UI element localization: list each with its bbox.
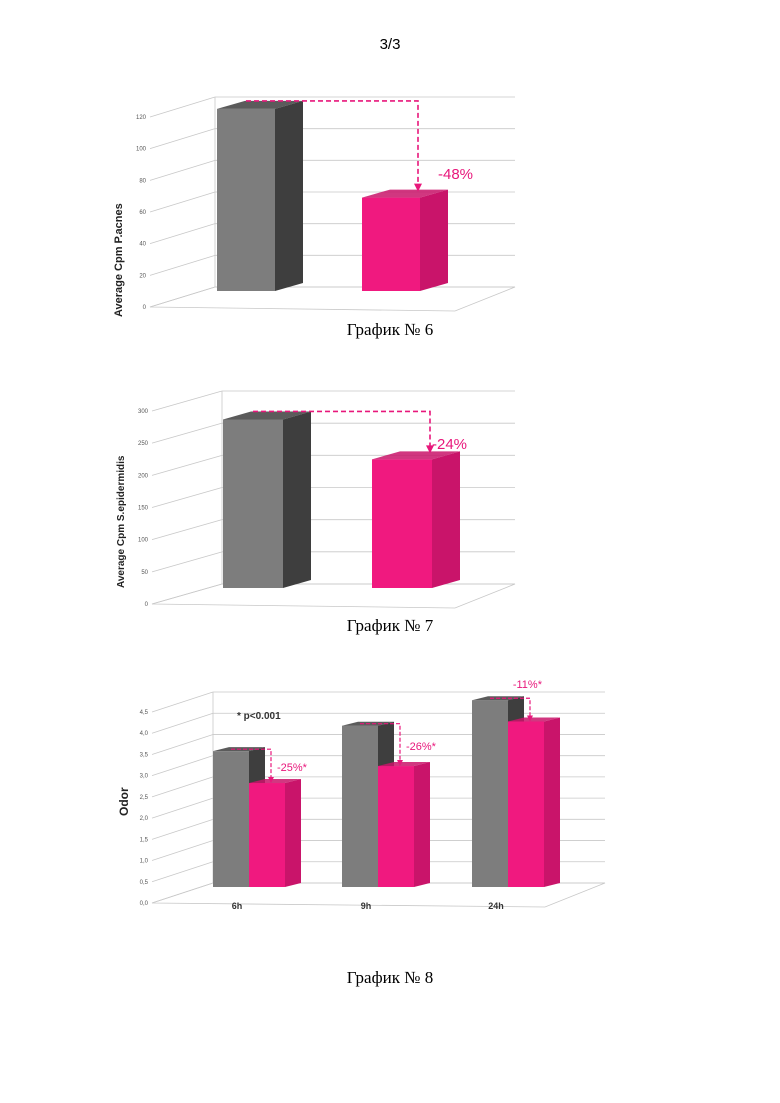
y-tick-label: 250 — [138, 441, 149, 447]
y-tick-label: 0 — [145, 602, 149, 608]
chart-6: 0 20 40 60 80 100 120 Average Cpm P.acnes -48% — [0, 95, 780, 315]
gridline — [152, 841, 213, 861]
y-tick-label: 150 — [138, 506, 149, 512]
y-tick-label: 0 — [143, 305, 147, 311]
x-category-label: 6h — [232, 901, 243, 911]
y-tick-label: 100 — [138, 538, 149, 544]
gridline — [152, 798, 213, 818]
y-tick-label: 1,5 — [140, 837, 149, 843]
grid — [152, 391, 515, 608]
treated-bar-front — [249, 783, 285, 887]
bars — [223, 411, 460, 588]
x-category-label: 24h — [488, 901, 504, 911]
treated-bar-front — [378, 766, 414, 887]
y-tick-label: 4,5 — [140, 710, 149, 716]
control-bar-side — [283, 411, 311, 588]
y-tick-label: 100 — [136, 147, 147, 153]
floor — [150, 287, 515, 311]
y-axis-label: Average Cpm P.acnes — [113, 203, 125, 317]
y-tick-label: 0,5 — [140, 880, 149, 886]
gridline — [150, 97, 215, 117]
treated-bar-side — [432, 451, 460, 588]
y-tick-label: 3,0 — [140, 774, 149, 780]
caption-chart-6: График № 6 — [0, 320, 780, 340]
y-tick-label: 80 — [139, 178, 146, 184]
gridline — [150, 192, 215, 212]
y-tick-label: 50 — [141, 570, 148, 576]
treated-bar-side — [285, 779, 301, 887]
x-category-label: 9h — [361, 901, 372, 911]
y-tick-label: 0,0 — [140, 901, 149, 907]
y-tick-label: 2,5 — [140, 795, 149, 801]
control-bar-side — [275, 101, 303, 291]
gridline — [150, 160, 215, 180]
gridline — [152, 552, 222, 572]
chart-8: 0,0 0,5 1,0 1,5 2,0 2,5 3,0 3,5 4,0 4,5 Odor * p<… — [0, 678, 780, 938]
y-tick-label: 1,0 — [140, 859, 149, 865]
significance-note: * p<0.001 — [237, 711, 281, 722]
grid — [150, 97, 515, 311]
gridline — [150, 224, 215, 244]
control-bar-front — [342, 726, 378, 887]
y-tick-label: 4,0 — [140, 731, 149, 737]
treated-bar-side — [414, 762, 430, 887]
y-tick-label: 60 — [139, 210, 146, 216]
gridline — [152, 734, 213, 754]
gridline — [152, 819, 213, 839]
gridline — [152, 692, 213, 712]
gridline — [152, 488, 222, 508]
treated-bar-side — [420, 190, 448, 291]
y-ticks: 0,0 0,5 1,0 1,5 2,0 2,5 3,0 3,5 4,0 4,5 — [140, 710, 149, 907]
y-tick-label: 20 — [139, 273, 146, 279]
gridline — [150, 255, 215, 275]
gridline — [152, 862, 213, 882]
bars — [213, 696, 560, 887]
caption-chart-8: График № 8 — [0, 968, 780, 988]
gridline — [150, 129, 215, 149]
change-annotation: -25%* — [277, 762, 308, 774]
gridline — [152, 455, 222, 475]
y-tick-label: 2,0 — [140, 816, 149, 822]
y-ticks: 0 50 100 150 200 250 300 — [138, 409, 149, 608]
treated-bar-side — [544, 717, 560, 887]
bars — [217, 101, 448, 291]
treated-bar-front — [508, 721, 544, 887]
gridline — [152, 777, 213, 797]
y-tick-label: 200 — [138, 473, 149, 479]
control-bar-front — [213, 751, 249, 887]
treated-bar-front — [372, 459, 432, 588]
y-tick-label: 120 — [136, 115, 147, 121]
gridline — [152, 713, 213, 733]
gridline — [152, 756, 213, 776]
y-axis-label: Odor — [117, 787, 131, 816]
floor — [152, 584, 515, 608]
chart-7: 0 50 100 150 200 250 300 Average Cpm S.epiderm… — [0, 392, 780, 612]
treated-bar-front — [362, 198, 420, 291]
y-ticks: 0 20 40 60 80 100 120 — [136, 115, 147, 311]
control-bar-front — [217, 109, 275, 291]
y-axis-label: Average Cpm S.epidermidis — [116, 455, 127, 588]
gridline — [152, 391, 222, 411]
control-bar-front — [223, 419, 283, 588]
gridline — [152, 423, 222, 443]
change-annotation: -24% — [432, 436, 467, 453]
control-bar-front — [472, 700, 508, 887]
change-annotation: -26%* — [406, 741, 437, 753]
y-tick-label: 300 — [138, 409, 149, 415]
caption-chart-7: График № 7 — [0, 616, 780, 636]
y-tick-label: 40 — [139, 242, 146, 248]
change-annotation: -11%* — [513, 679, 543, 691]
change-annotation: -48% — [438, 166, 473, 183]
gridline — [152, 520, 222, 540]
page-number: 3/3 — [0, 36, 780, 53]
y-tick-label: 3,5 — [140, 752, 149, 758]
